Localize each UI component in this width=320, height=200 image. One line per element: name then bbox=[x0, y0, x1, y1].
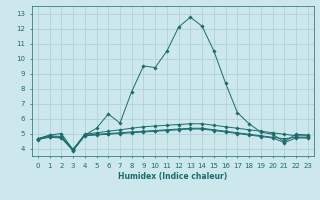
X-axis label: Humidex (Indice chaleur): Humidex (Indice chaleur) bbox=[118, 172, 228, 181]
